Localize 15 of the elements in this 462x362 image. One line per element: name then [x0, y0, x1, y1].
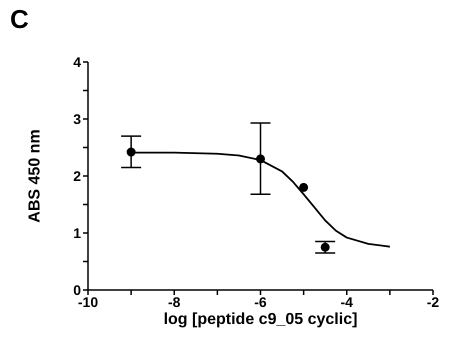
x-tick-label: -6 — [254, 294, 267, 310]
point — [256, 154, 265, 164]
y-tick-label: 4 — [73, 54, 82, 70]
x-tick-label: -8 — [168, 294, 181, 310]
y-tick-label: 2 — [73, 168, 82, 184]
y-tick-label: 3 — [73, 110, 82, 127]
text: C — [10, 4, 29, 35]
point — [299, 182, 308, 192]
point — [320, 242, 330, 252]
y-tick-label: 1 — [73, 224, 82, 241]
x-tick-label: -2 — [426, 294, 440, 310]
x-tick-label: -4 — [340, 294, 354, 310]
x-axis-title: log [peptide c9_05 cyclic] — [164, 311, 358, 328]
y-axis-title: ABS 450 nm — [26, 129, 44, 223]
point — [126, 148, 136, 157]
